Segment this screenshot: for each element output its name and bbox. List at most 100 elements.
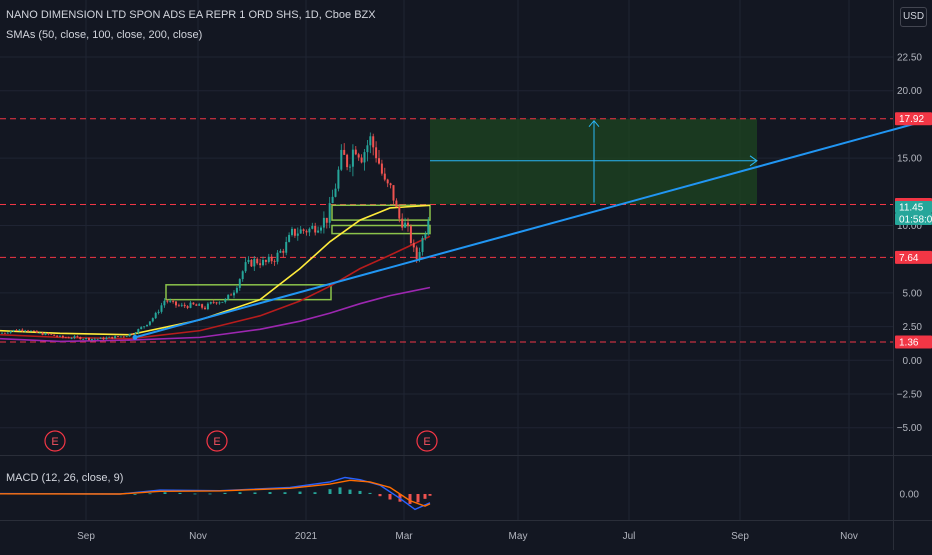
candle-body-111 bbox=[322, 217, 325, 228]
candle-body-120 bbox=[349, 166, 351, 168]
candle-body-130 bbox=[378, 158, 380, 164]
candle-body-52 bbox=[151, 318, 154, 322]
macd-bar-2 bbox=[163, 492, 167, 494]
candle-body-66 bbox=[192, 302, 195, 305]
time-tick-5: Jul bbox=[623, 531, 636, 542]
candle-body-84 bbox=[244, 262, 247, 272]
candle-body-86 bbox=[250, 259, 253, 267]
candle-body-0 bbox=[1, 332, 3, 334]
candle-body-141 bbox=[409, 226, 412, 244]
price-badge-bg-5 bbox=[895, 335, 932, 349]
candle-body-57 bbox=[166, 300, 169, 302]
candle-body-17 bbox=[50, 334, 53, 336]
candle-body-53 bbox=[154, 312, 157, 319]
candle-body-137 bbox=[398, 206, 401, 219]
candle-body-56 bbox=[163, 300, 166, 306]
candle-body-44 bbox=[128, 333, 131, 337]
price-tick-6: 0.00 bbox=[903, 356, 923, 367]
candle-body-13 bbox=[38, 332, 41, 334]
candle-body-144 bbox=[418, 251, 421, 260]
macd-bar-6 bbox=[223, 492, 227, 494]
candle-body-115 bbox=[334, 188, 337, 197]
time-tick-4: May bbox=[509, 531, 528, 542]
candle-body-30 bbox=[88, 337, 90, 341]
candle-body-142 bbox=[412, 243, 415, 248]
macd-legend[interactable]: MACD (12, 26, close, 9) bbox=[6, 472, 124, 484]
earnings-marker-2[interactable]: E bbox=[416, 430, 438, 452]
macd-bar-3 bbox=[178, 492, 182, 494]
macd-bar-11 bbox=[298, 491, 302, 494]
candle-body-77 bbox=[224, 299, 227, 302]
candles bbox=[1, 132, 430, 342]
candle-body-27 bbox=[79, 336, 82, 340]
candle-body-3 bbox=[9, 331, 12, 333]
candle-body-49 bbox=[143, 326, 146, 328]
candle-body-118 bbox=[343, 149, 346, 155]
macd-bar-14 bbox=[338, 487, 342, 494]
macd-bar-10 bbox=[283, 492, 287, 494]
candle-body-116 bbox=[337, 169, 340, 189]
candle-body-2 bbox=[6, 332, 9, 334]
candle-body-101 bbox=[293, 228, 296, 236]
earnings-marker-0[interactable]: E bbox=[44, 430, 66, 452]
time-tick-0: Sep bbox=[77, 531, 95, 542]
candle-body-39 bbox=[114, 336, 117, 339]
price-tick-2: 15.00 bbox=[897, 154, 922, 165]
candle-body-33 bbox=[96, 338, 99, 340]
candle-body-80 bbox=[233, 292, 235, 296]
candle-body-48 bbox=[140, 327, 143, 330]
candle-body-60 bbox=[175, 301, 177, 306]
macd-bar-0 bbox=[133, 494, 137, 495]
candle-body-16 bbox=[47, 333, 50, 335]
macd-bar-16 bbox=[358, 490, 362, 494]
candle-body-128 bbox=[372, 136, 375, 148]
earnings-marker-1[interactable]: E bbox=[206, 430, 228, 452]
earnings-label-0: E bbox=[51, 436, 58, 448]
candle-body-121 bbox=[351, 149, 354, 167]
candle-body-22 bbox=[64, 337, 67, 339]
candle-body-85 bbox=[247, 259, 250, 263]
candle-body-76 bbox=[221, 301, 224, 303]
candle-body-26 bbox=[76, 336, 79, 337]
candle-body-122 bbox=[354, 149, 357, 155]
candle-body-8 bbox=[24, 330, 27, 332]
candle-body-104 bbox=[302, 229, 305, 231]
macd-bar-19 bbox=[388, 494, 392, 500]
sma-line-2 bbox=[0, 286, 431, 343]
candle-body-92 bbox=[267, 256, 270, 262]
price-tick-8: −5.00 bbox=[897, 423, 923, 434]
candle-body-40 bbox=[117, 336, 119, 338]
symbol-title[interactable]: NANO DIMENSION LTD SPON ADS EA REPR 1 OR… bbox=[6, 9, 376, 21]
macd-bar-23 bbox=[423, 494, 427, 499]
price-tick-5: 2.50 bbox=[903, 322, 923, 333]
candle-body-125 bbox=[363, 152, 366, 163]
earnings-circle-2 bbox=[416, 430, 438, 452]
candle-body-62 bbox=[180, 304, 183, 306]
candle-body-61 bbox=[177, 305, 180, 307]
candle-body-127 bbox=[369, 136, 372, 146]
candle-body-87 bbox=[253, 258, 256, 267]
price-badge-text-5: 1.36 bbox=[899, 337, 919, 348]
target-arrow-right bbox=[749, 155, 758, 167]
candle-body-97 bbox=[282, 250, 285, 253]
macd-bar-17 bbox=[368, 492, 372, 494]
sma-legend[interactable]: SMAs (50, close, 100, close, 200, close) bbox=[6, 29, 203, 41]
price-badge-text-2: 11.45 bbox=[899, 202, 924, 213]
candle-body-105 bbox=[305, 230, 308, 233]
candle-body-113 bbox=[328, 203, 331, 223]
candle-body-93 bbox=[270, 256, 273, 262]
candle-body-133 bbox=[386, 179, 389, 184]
candle-body-132 bbox=[383, 173, 386, 180]
price-tick-7: −2.50 bbox=[897, 390, 923, 401]
trendline-anchor bbox=[132, 334, 138, 340]
candle-body-67 bbox=[195, 304, 198, 306]
candle-body-74 bbox=[215, 302, 218, 304]
macd-bar-5 bbox=[208, 493, 212, 495]
candle-body-102 bbox=[296, 233, 299, 236]
currency-button[interactable]: USD bbox=[900, 7, 927, 27]
candle-body-29 bbox=[85, 337, 88, 339]
price-tick-4: 5.00 bbox=[903, 288, 923, 299]
earnings-circle-1 bbox=[206, 430, 228, 452]
